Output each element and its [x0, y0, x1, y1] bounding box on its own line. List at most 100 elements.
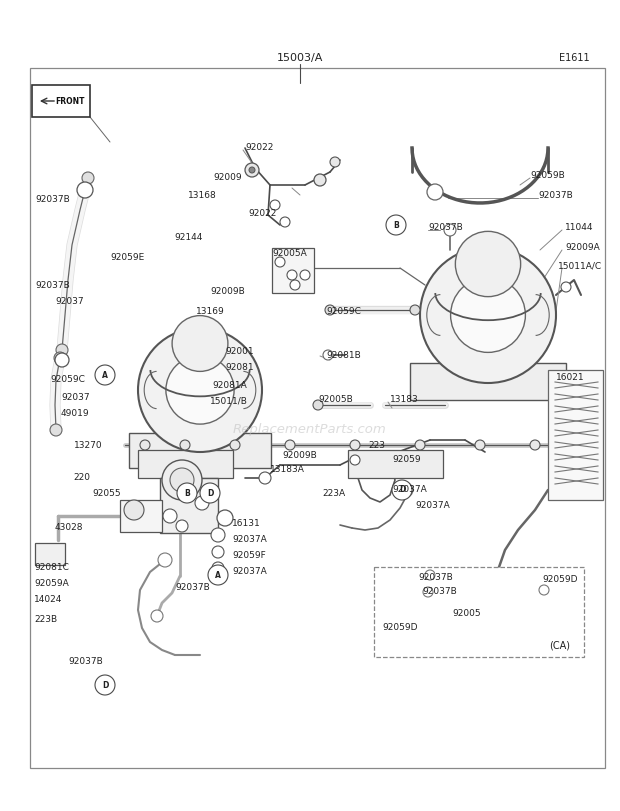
- Text: D: D: [399, 486, 405, 495]
- Text: 92059D: 92059D: [382, 624, 417, 633]
- Text: 92081: 92081: [225, 363, 254, 372]
- Text: 16131: 16131: [232, 520, 261, 529]
- Text: 43028: 43028: [55, 522, 84, 531]
- Text: 13183: 13183: [390, 396, 419, 405]
- Text: 13169: 13169: [196, 307, 224, 315]
- Text: 223B: 223B: [34, 616, 57, 624]
- Circle shape: [444, 224, 456, 236]
- Text: 92037A: 92037A: [232, 568, 267, 577]
- Text: 223A: 223A: [322, 490, 345, 499]
- Circle shape: [200, 483, 220, 503]
- Bar: [272, 248, 314, 293]
- Text: 92059C: 92059C: [326, 307, 361, 315]
- Circle shape: [163, 509, 177, 523]
- Bar: [374, 567, 584, 657]
- Circle shape: [138, 328, 262, 452]
- Circle shape: [314, 174, 326, 186]
- Circle shape: [423, 587, 433, 597]
- Text: 92037B: 92037B: [538, 191, 573, 200]
- Text: 92059A: 92059A: [34, 578, 69, 587]
- Text: 92055: 92055: [92, 488, 121, 497]
- Circle shape: [420, 247, 556, 383]
- Circle shape: [323, 350, 333, 360]
- Text: E1611: E1611: [559, 53, 590, 63]
- Bar: [32, 85, 90, 117]
- Text: 92037: 92037: [61, 393, 90, 401]
- Circle shape: [290, 280, 300, 290]
- Text: 11044: 11044: [565, 224, 593, 233]
- Circle shape: [170, 468, 194, 492]
- Circle shape: [475, 440, 485, 450]
- Circle shape: [195, 496, 209, 510]
- Text: 92059C: 92059C: [50, 375, 85, 384]
- Text: 92037B: 92037B: [35, 281, 69, 290]
- Text: 92081A: 92081A: [212, 380, 247, 389]
- Bar: [348, 450, 443, 478]
- Circle shape: [124, 500, 144, 520]
- Circle shape: [77, 182, 93, 198]
- Text: (CA): (CA): [549, 640, 570, 650]
- Circle shape: [95, 365, 115, 385]
- Text: 92144: 92144: [174, 233, 202, 242]
- Text: 92022: 92022: [245, 144, 273, 152]
- Circle shape: [50, 424, 62, 436]
- Circle shape: [180, 440, 190, 450]
- Text: 92037A: 92037A: [392, 486, 427, 495]
- Text: 92005B: 92005B: [318, 396, 353, 405]
- Circle shape: [82, 172, 94, 184]
- Text: 92037A: 92037A: [232, 535, 267, 544]
- Bar: [30, 68, 605, 768]
- Bar: [410, 363, 566, 400]
- Circle shape: [245, 163, 259, 177]
- Text: 14024: 14024: [34, 594, 63, 603]
- Text: 92037: 92037: [55, 298, 84, 307]
- Bar: [35, 543, 65, 565]
- Circle shape: [217, 510, 233, 526]
- Text: 92037B: 92037B: [422, 587, 457, 597]
- Circle shape: [287, 270, 297, 280]
- Circle shape: [350, 440, 360, 450]
- Circle shape: [561, 282, 571, 292]
- Bar: [160, 478, 218, 533]
- Text: A: A: [215, 570, 221, 580]
- Circle shape: [425, 570, 435, 580]
- Circle shape: [230, 440, 240, 450]
- Circle shape: [176, 520, 188, 532]
- Text: 92037B: 92037B: [175, 582, 210, 591]
- Circle shape: [451, 277, 525, 353]
- Circle shape: [392, 480, 412, 500]
- Text: 220: 220: [73, 474, 90, 483]
- Circle shape: [54, 352, 66, 364]
- Bar: [129, 433, 272, 467]
- Text: 92009B: 92009B: [282, 450, 317, 460]
- Text: 13168: 13168: [188, 191, 217, 200]
- Circle shape: [539, 585, 549, 595]
- Text: 92081C: 92081C: [34, 563, 69, 572]
- Text: D: D: [102, 680, 108, 689]
- Text: A: A: [102, 371, 108, 380]
- Text: 92009A: 92009A: [565, 243, 600, 252]
- Circle shape: [140, 440, 150, 450]
- Circle shape: [275, 257, 285, 267]
- Text: 92059: 92059: [392, 454, 420, 464]
- Text: 92059E: 92059E: [110, 254, 144, 263]
- Text: 92059B: 92059B: [530, 170, 565, 179]
- Text: 92037B: 92037B: [68, 656, 103, 666]
- Text: 223: 223: [368, 440, 385, 449]
- Circle shape: [177, 483, 197, 503]
- Text: 49019: 49019: [61, 409, 90, 418]
- Bar: [548, 370, 603, 500]
- Bar: [120, 500, 162, 532]
- Text: 92081B: 92081B: [326, 351, 361, 361]
- Circle shape: [280, 217, 290, 227]
- Circle shape: [212, 562, 224, 574]
- Text: 92001: 92001: [225, 347, 254, 357]
- Circle shape: [211, 528, 225, 542]
- Text: 92059F: 92059F: [232, 551, 266, 560]
- Circle shape: [386, 215, 406, 235]
- Circle shape: [410, 305, 420, 315]
- Text: 92059D: 92059D: [542, 576, 577, 585]
- Circle shape: [399, 483, 413, 497]
- Text: FRONT: FRONT: [55, 97, 85, 105]
- Circle shape: [208, 565, 228, 585]
